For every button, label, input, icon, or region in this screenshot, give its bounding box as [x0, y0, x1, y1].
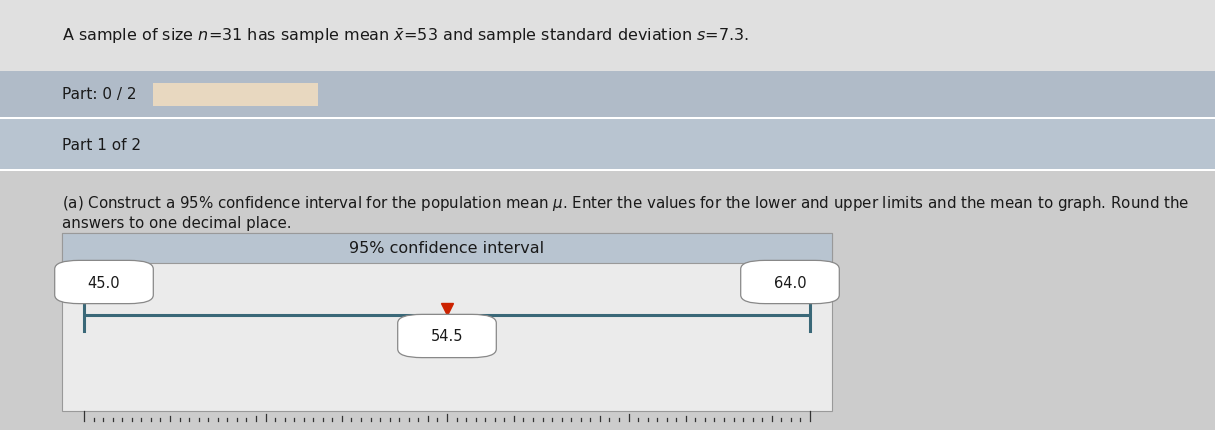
Text: answers to one decimal place.: answers to one decimal place.	[62, 215, 292, 230]
FancyBboxPatch shape	[0, 72, 1215, 118]
Text: Part: 0 / 2: Part: 0 / 2	[62, 87, 136, 102]
Text: (a) Construct a 95% confidence interval for the population mean $\mu$. Enter the: (a) Construct a 95% confidence interval …	[62, 194, 1189, 212]
Text: A sample of size $n$=31 has sample mean $\bar{x}$=53 and sample standard deviati: A sample of size $n$=31 has sample mean …	[62, 26, 750, 46]
FancyBboxPatch shape	[0, 172, 1215, 430]
FancyBboxPatch shape	[0, 0, 1215, 72]
Text: 95% confidence interval: 95% confidence interval	[350, 241, 544, 256]
FancyBboxPatch shape	[55, 261, 153, 304]
FancyBboxPatch shape	[0, 169, 1215, 172]
Text: 45.0: 45.0	[87, 275, 120, 290]
Text: Part 1 of 2: Part 1 of 2	[62, 137, 141, 152]
FancyBboxPatch shape	[397, 315, 496, 358]
FancyBboxPatch shape	[153, 83, 318, 106]
FancyBboxPatch shape	[741, 261, 840, 304]
Text: 54.5: 54.5	[431, 329, 463, 344]
FancyBboxPatch shape	[62, 233, 832, 264]
FancyBboxPatch shape	[62, 233, 832, 411]
Text: 64.0: 64.0	[774, 275, 807, 290]
FancyBboxPatch shape	[0, 118, 1215, 120]
FancyBboxPatch shape	[0, 120, 1215, 169]
